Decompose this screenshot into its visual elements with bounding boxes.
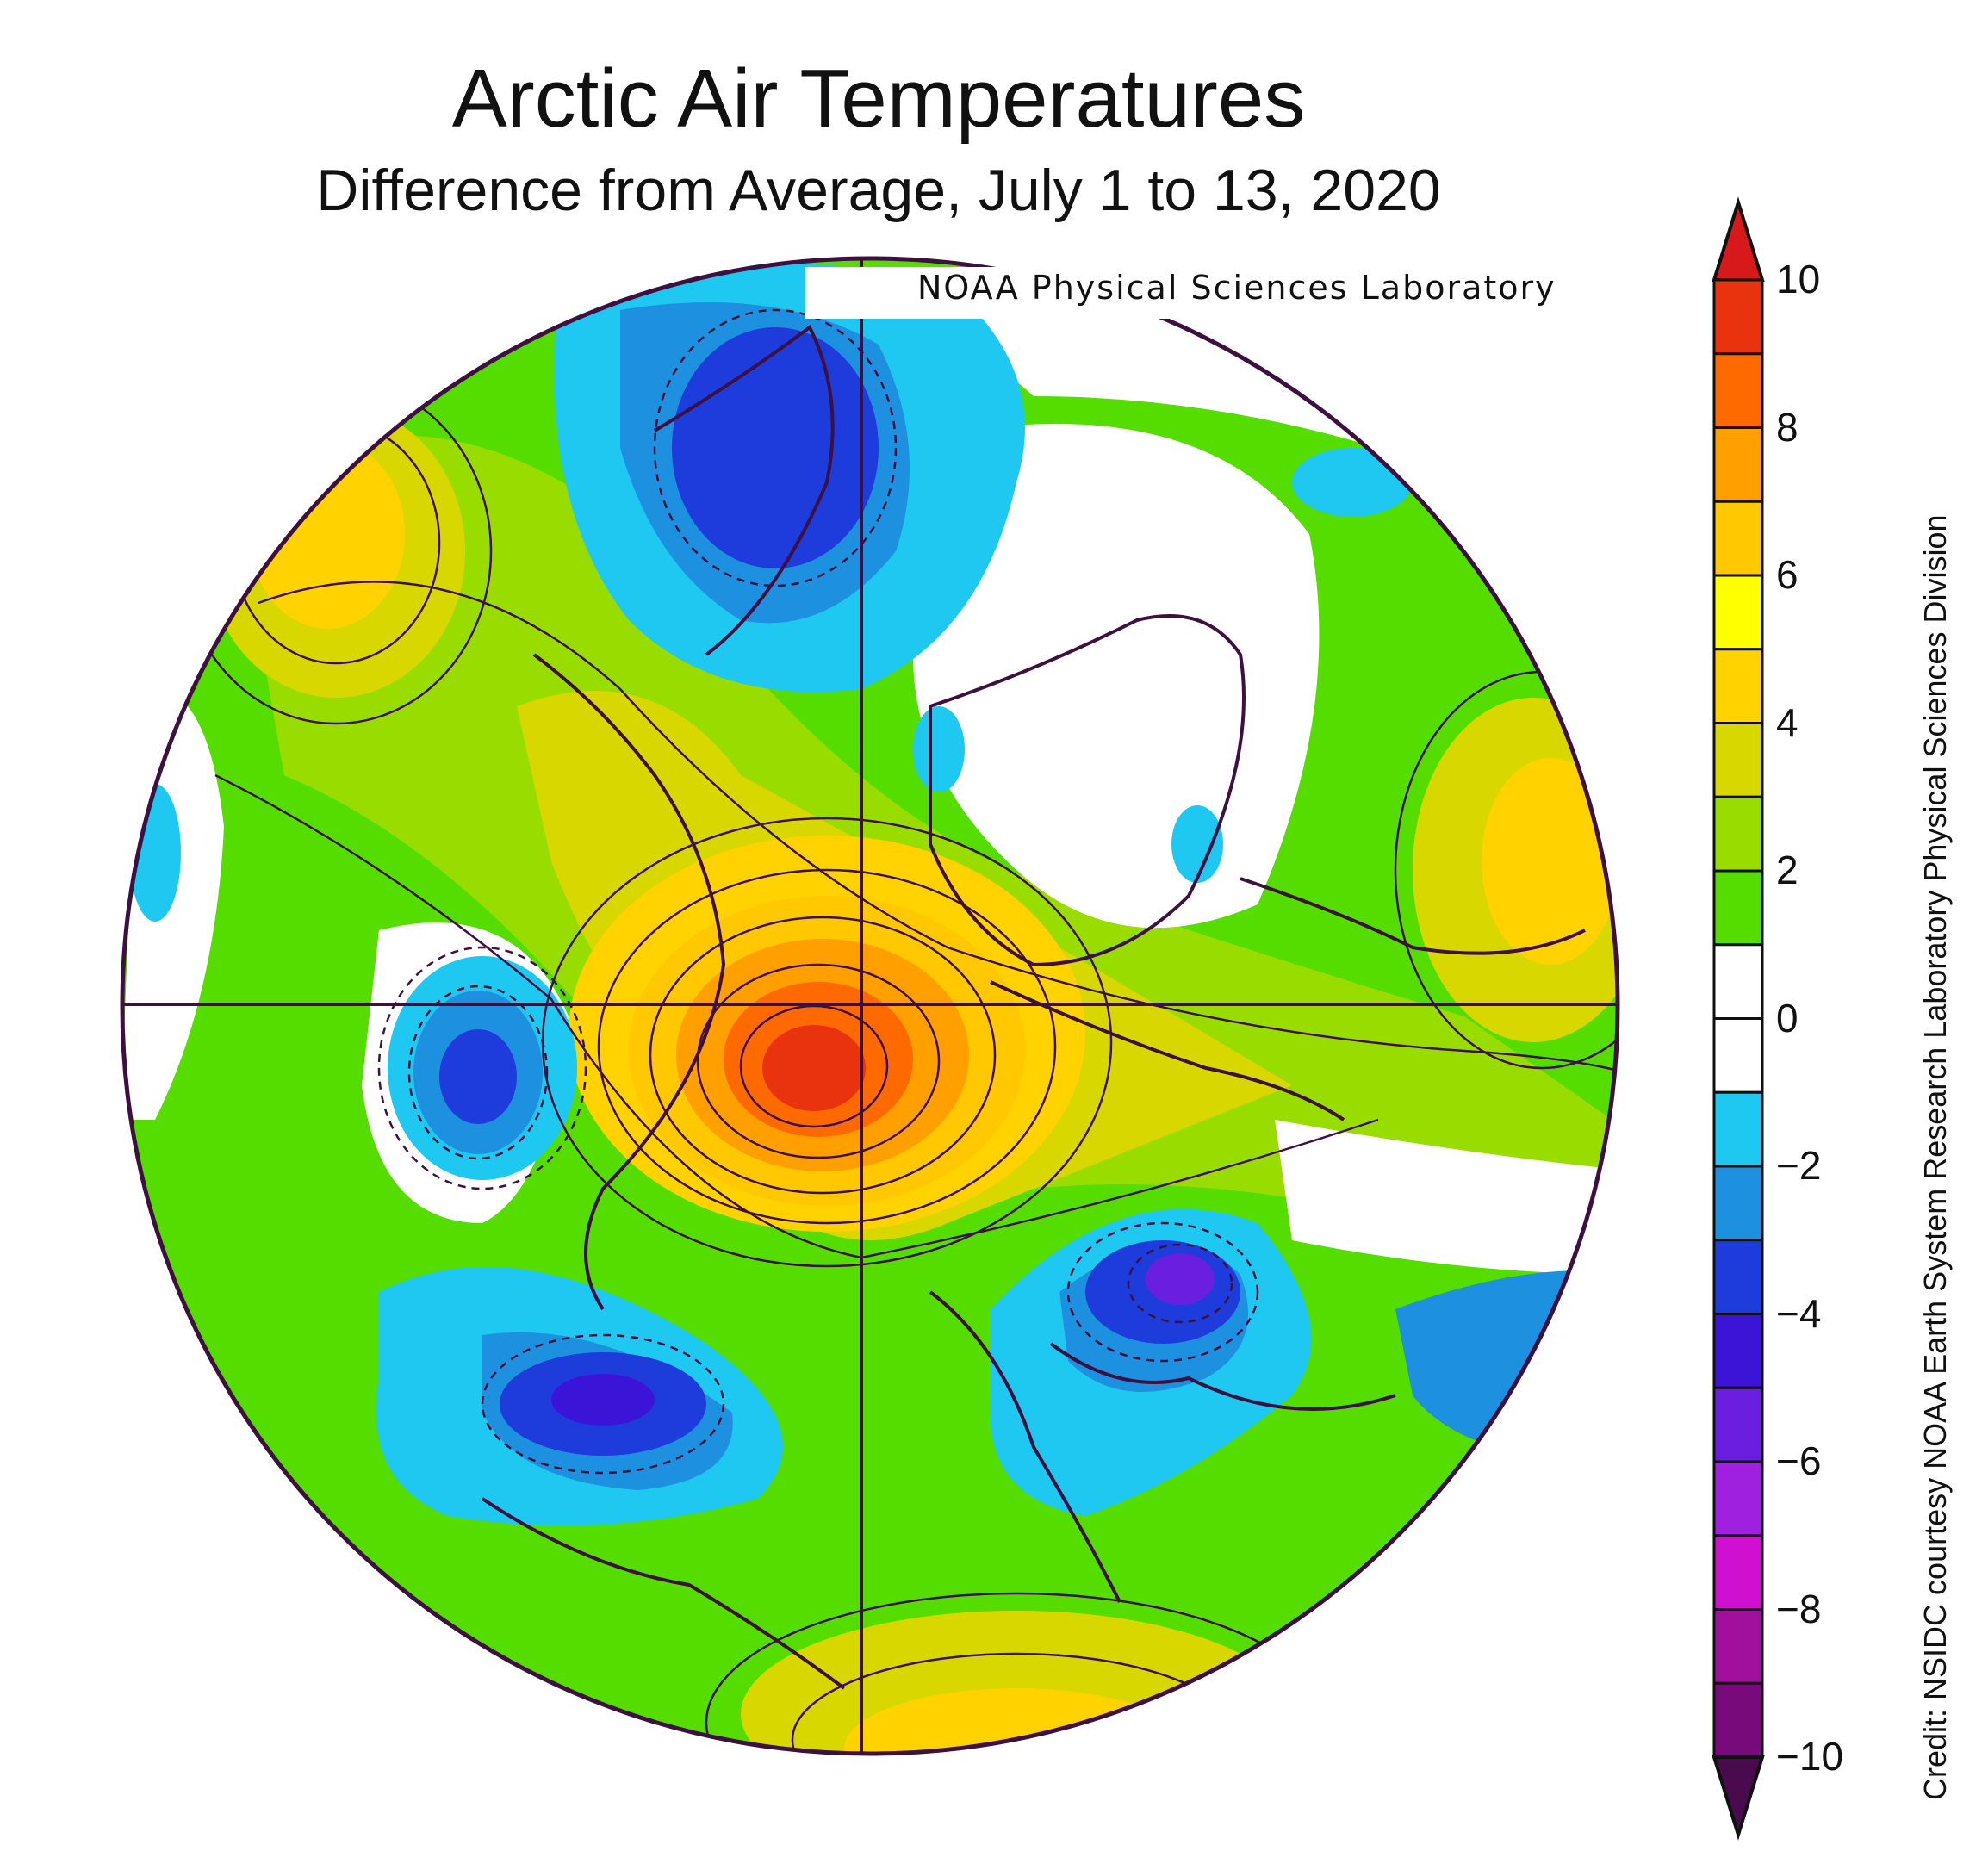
map-subtitle: Difference from Average, July 1 to 13, 2… — [316, 158, 1441, 223]
colorbar-bin — [1712, 869, 1764, 947]
colorbar-bottom-arrow — [1712, 1755, 1765, 1841]
colorbar-bin — [1712, 722, 1764, 798]
colorbar-bin — [1712, 278, 1764, 356]
colorbar-top-arrow — [1712, 196, 1765, 282]
colorbar-tick-label: −6 — [1776, 1438, 1822, 1483]
colorbar-tick-label: −8 — [1776, 1586, 1822, 1631]
colorbar-bin — [1712, 1386, 1764, 1463]
colorbar-bin — [1712, 1608, 1764, 1685]
colorbar-bin — [1712, 352, 1764, 429]
colorbar-bin — [1712, 1460, 1764, 1537]
colorbar-tick-label: −2 — [1776, 1143, 1822, 1188]
colorbar-bin — [1712, 1313, 1764, 1389]
colorbar-tick-label: 8 — [1776, 404, 1799, 450]
colorbar-bin — [1712, 1534, 1764, 1611]
colorbar-bin — [1712, 426, 1764, 503]
map-title: Arctic Air Temperatures — [451, 53, 1306, 145]
colorbar-tick-label: 10 — [1776, 257, 1821, 301]
colorbar-bin — [1712, 1239, 1764, 1315]
colorbar-bin — [1712, 574, 1764, 651]
colorbar-tick-label: 4 — [1776, 699, 1799, 745]
colorbar-bin — [1712, 648, 1764, 724]
colorbar-tick-label: 6 — [1776, 552, 1799, 597]
colorbar-bin — [1712, 943, 1764, 1020]
colorbar-bin — [1712, 1165, 1764, 1242]
colorbar-bin — [1712, 1090, 1764, 1168]
colorbar-bin — [1712, 500, 1764, 577]
colorbar-tick-label: 0 — [1776, 995, 1799, 1040]
colorbar-bin — [1712, 795, 1764, 873]
colorbar-tick-label: −10 — [1776, 1734, 1844, 1779]
side-credit: Credit: NSIDC courtesy NOAA Earth System… — [1917, 514, 1953, 1800]
map-boundary — [120, 256, 1620, 1756]
source-label: NOAA Physical Sciences Laboratory — [917, 269, 1556, 307]
colorbar-tick-label: −4 — [1776, 1290, 1822, 1336]
colorbar-tick-label: 2 — [1776, 848, 1799, 892]
colorbar-bin — [1712, 1681, 1764, 1759]
colorbar-bin — [1712, 1017, 1764, 1094]
source-label-background — [805, 267, 1593, 319]
